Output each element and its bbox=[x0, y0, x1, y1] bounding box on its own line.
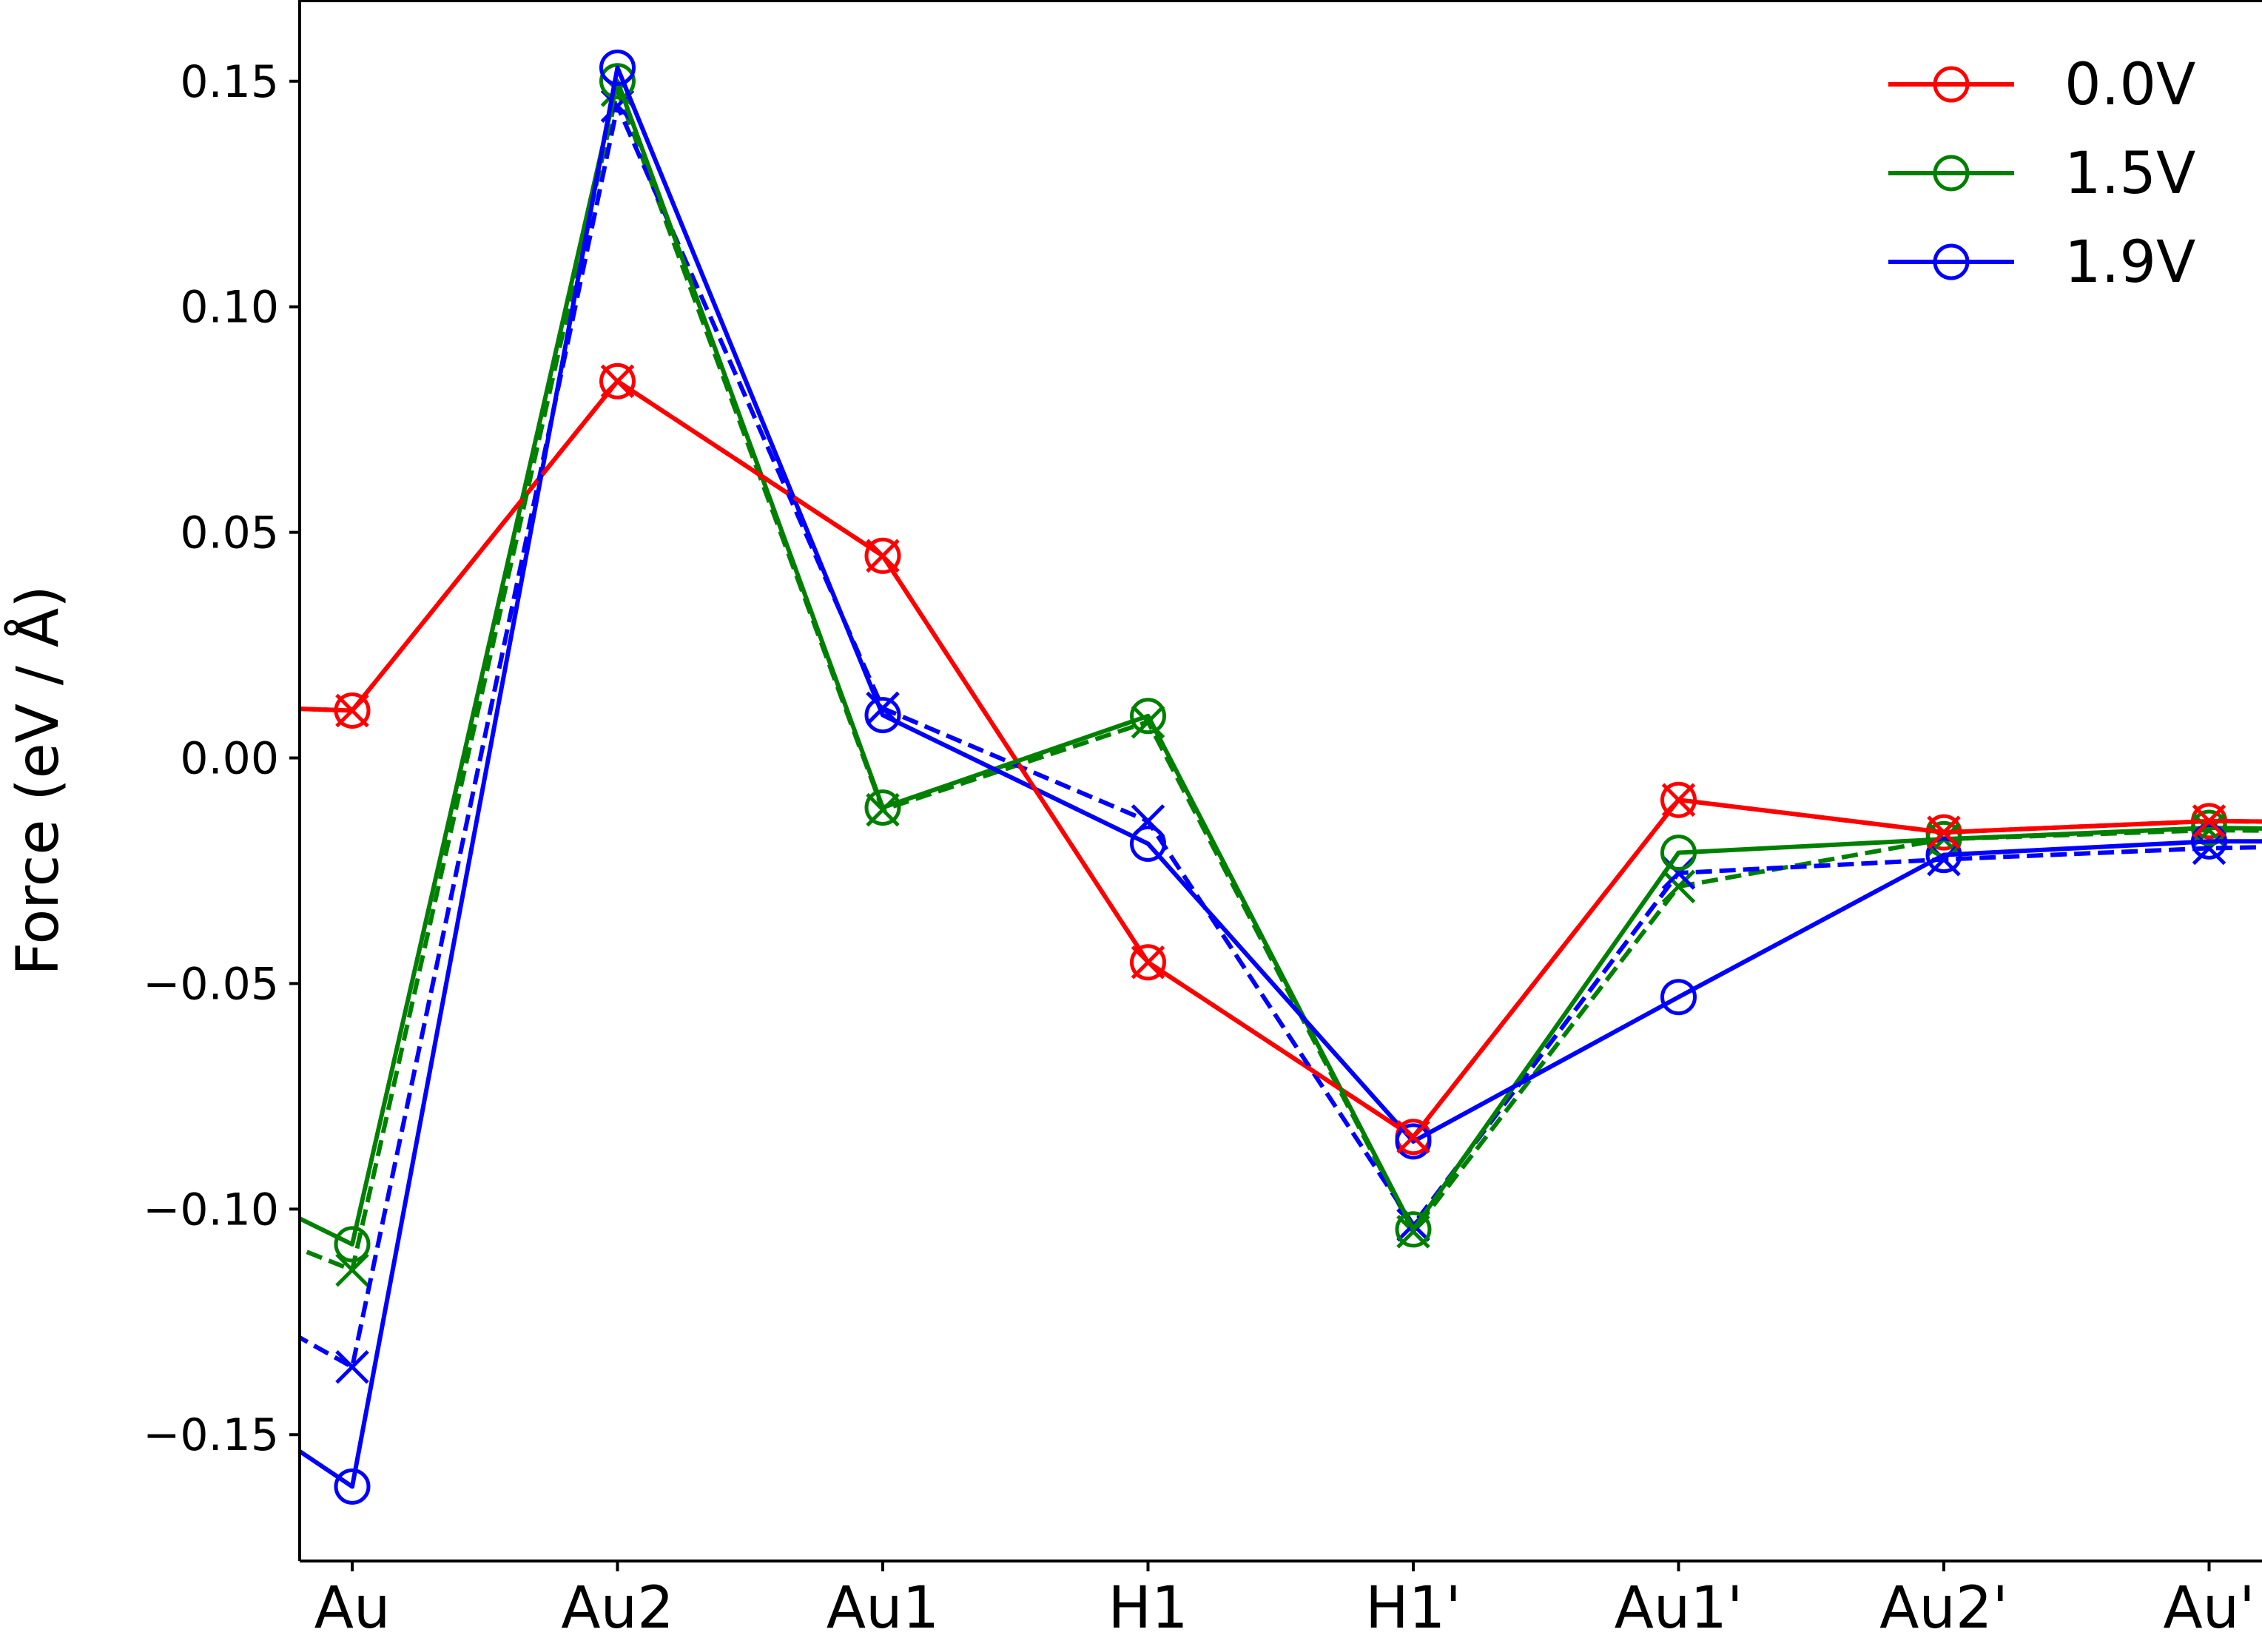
series-line bbox=[300, 65, 2262, 1489]
series-line bbox=[300, 104, 2262, 1369]
y-axis-ticks: 0.15 0.10 0.05 0.00 −0.05 −0.10 −0.15 bbox=[143, 56, 300, 1461]
data-point-x bbox=[1661, 783, 1696, 817]
data-point-circle bbox=[2191, 823, 2227, 860]
x-tick-label: Au2 bbox=[561, 1575, 673, 1642]
data-point-circle bbox=[1660, 979, 1697, 1016]
data-point-circle bbox=[599, 49, 636, 86]
data-point-x bbox=[600, 364, 635, 399]
series-1 bbox=[300, 63, 2262, 1263]
y-tick-label: −0.05 bbox=[143, 958, 279, 1010]
data-point-x bbox=[2192, 831, 2226, 866]
data-point-circle bbox=[864, 697, 901, 734]
series-line bbox=[300, 78, 2262, 1247]
x-tick-label: Au bbox=[314, 1575, 391, 1642]
y-tick-label: −0.15 bbox=[143, 1409, 279, 1461]
x-tick-label: Au1 bbox=[827, 1575, 939, 1642]
y-axis-label: Force (eV / Å) bbox=[4, 585, 72, 975]
data-point-circle bbox=[864, 789, 901, 826]
data-point-circle bbox=[864, 537, 901, 574]
data-point-circle bbox=[1925, 837, 1962, 874]
series-5 bbox=[300, 364, 2262, 1154]
data-point-circle bbox=[599, 63, 636, 100]
data-point-x bbox=[2192, 804, 2226, 838]
data-point-circle bbox=[1395, 1123, 1432, 1160]
data-point-x bbox=[1661, 856, 1696, 890]
legend-marker bbox=[1933, 243, 1970, 280]
data-point-x bbox=[335, 1253, 369, 1287]
data-point-x bbox=[335, 693, 369, 728]
y-tick-label: 0.10 bbox=[180, 282, 279, 334]
data-point-circle bbox=[599, 363, 636, 399]
data-point-x bbox=[335, 1350, 369, 1384]
y-tick-label: 0.00 bbox=[180, 733, 279, 785]
legend-item: 1.5V bbox=[1888, 141, 2195, 207]
data-point-circle bbox=[334, 1468, 371, 1505]
y-tick-label: 0.15 bbox=[180, 56, 279, 108]
data-point-circle bbox=[1130, 698, 1166, 735]
legend: 0.0V 1.5V 1.9V bbox=[1888, 52, 2195, 296]
data-point-x bbox=[1131, 945, 1165, 980]
legend-label: 1.5V bbox=[2064, 141, 2195, 207]
legend-label: 1.9V bbox=[2064, 229, 2195, 296]
series-layer bbox=[300, 49, 2262, 1505]
data-point-circle bbox=[2191, 809, 2227, 846]
data-point-circle bbox=[1660, 835, 1697, 871]
x-tick-label: H1' bbox=[1365, 1575, 1461, 1642]
legend-marker bbox=[1933, 66, 1970, 103]
legend-marker bbox=[1933, 155, 1970, 192]
legend-label: 0.0V bbox=[2064, 52, 2195, 118]
data-point-circle bbox=[334, 1226, 371, 1263]
series-line bbox=[300, 379, 2262, 1139]
data-point-x bbox=[1927, 815, 1961, 849]
data-point-circle bbox=[1130, 825, 1166, 862]
legend-item: 0.0V bbox=[1888, 52, 2195, 118]
series-0 bbox=[300, 363, 2262, 1156]
data-point-x bbox=[1661, 869, 1696, 904]
x-tick-label: Au2' bbox=[1879, 1575, 2008, 1642]
data-point-circle bbox=[1130, 944, 1166, 981]
x-tick-label: H1 bbox=[1108, 1575, 1188, 1642]
y-tick-label: −0.10 bbox=[143, 1184, 279, 1235]
x-axis-ticks: Au Au2 Au1 H1 H1' Au1' Au2' Au' bbox=[314, 1561, 2255, 1642]
data-point-x bbox=[866, 539, 900, 573]
x-tick-label: Au1' bbox=[1615, 1575, 1743, 1642]
data-point-circle bbox=[1395, 1211, 1432, 1248]
series-line bbox=[300, 379, 2262, 1139]
axes-frame bbox=[298, 0, 2262, 1562]
x-tick-label: Au' bbox=[2163, 1575, 2255, 1642]
series-4 bbox=[300, 89, 2262, 1384]
y-tick-label: 0.05 bbox=[180, 508, 279, 559]
data-point-x bbox=[1396, 1119, 1430, 1154]
legend-item: 1.9V bbox=[1888, 229, 2195, 296]
series-2 bbox=[300, 49, 2262, 1505]
